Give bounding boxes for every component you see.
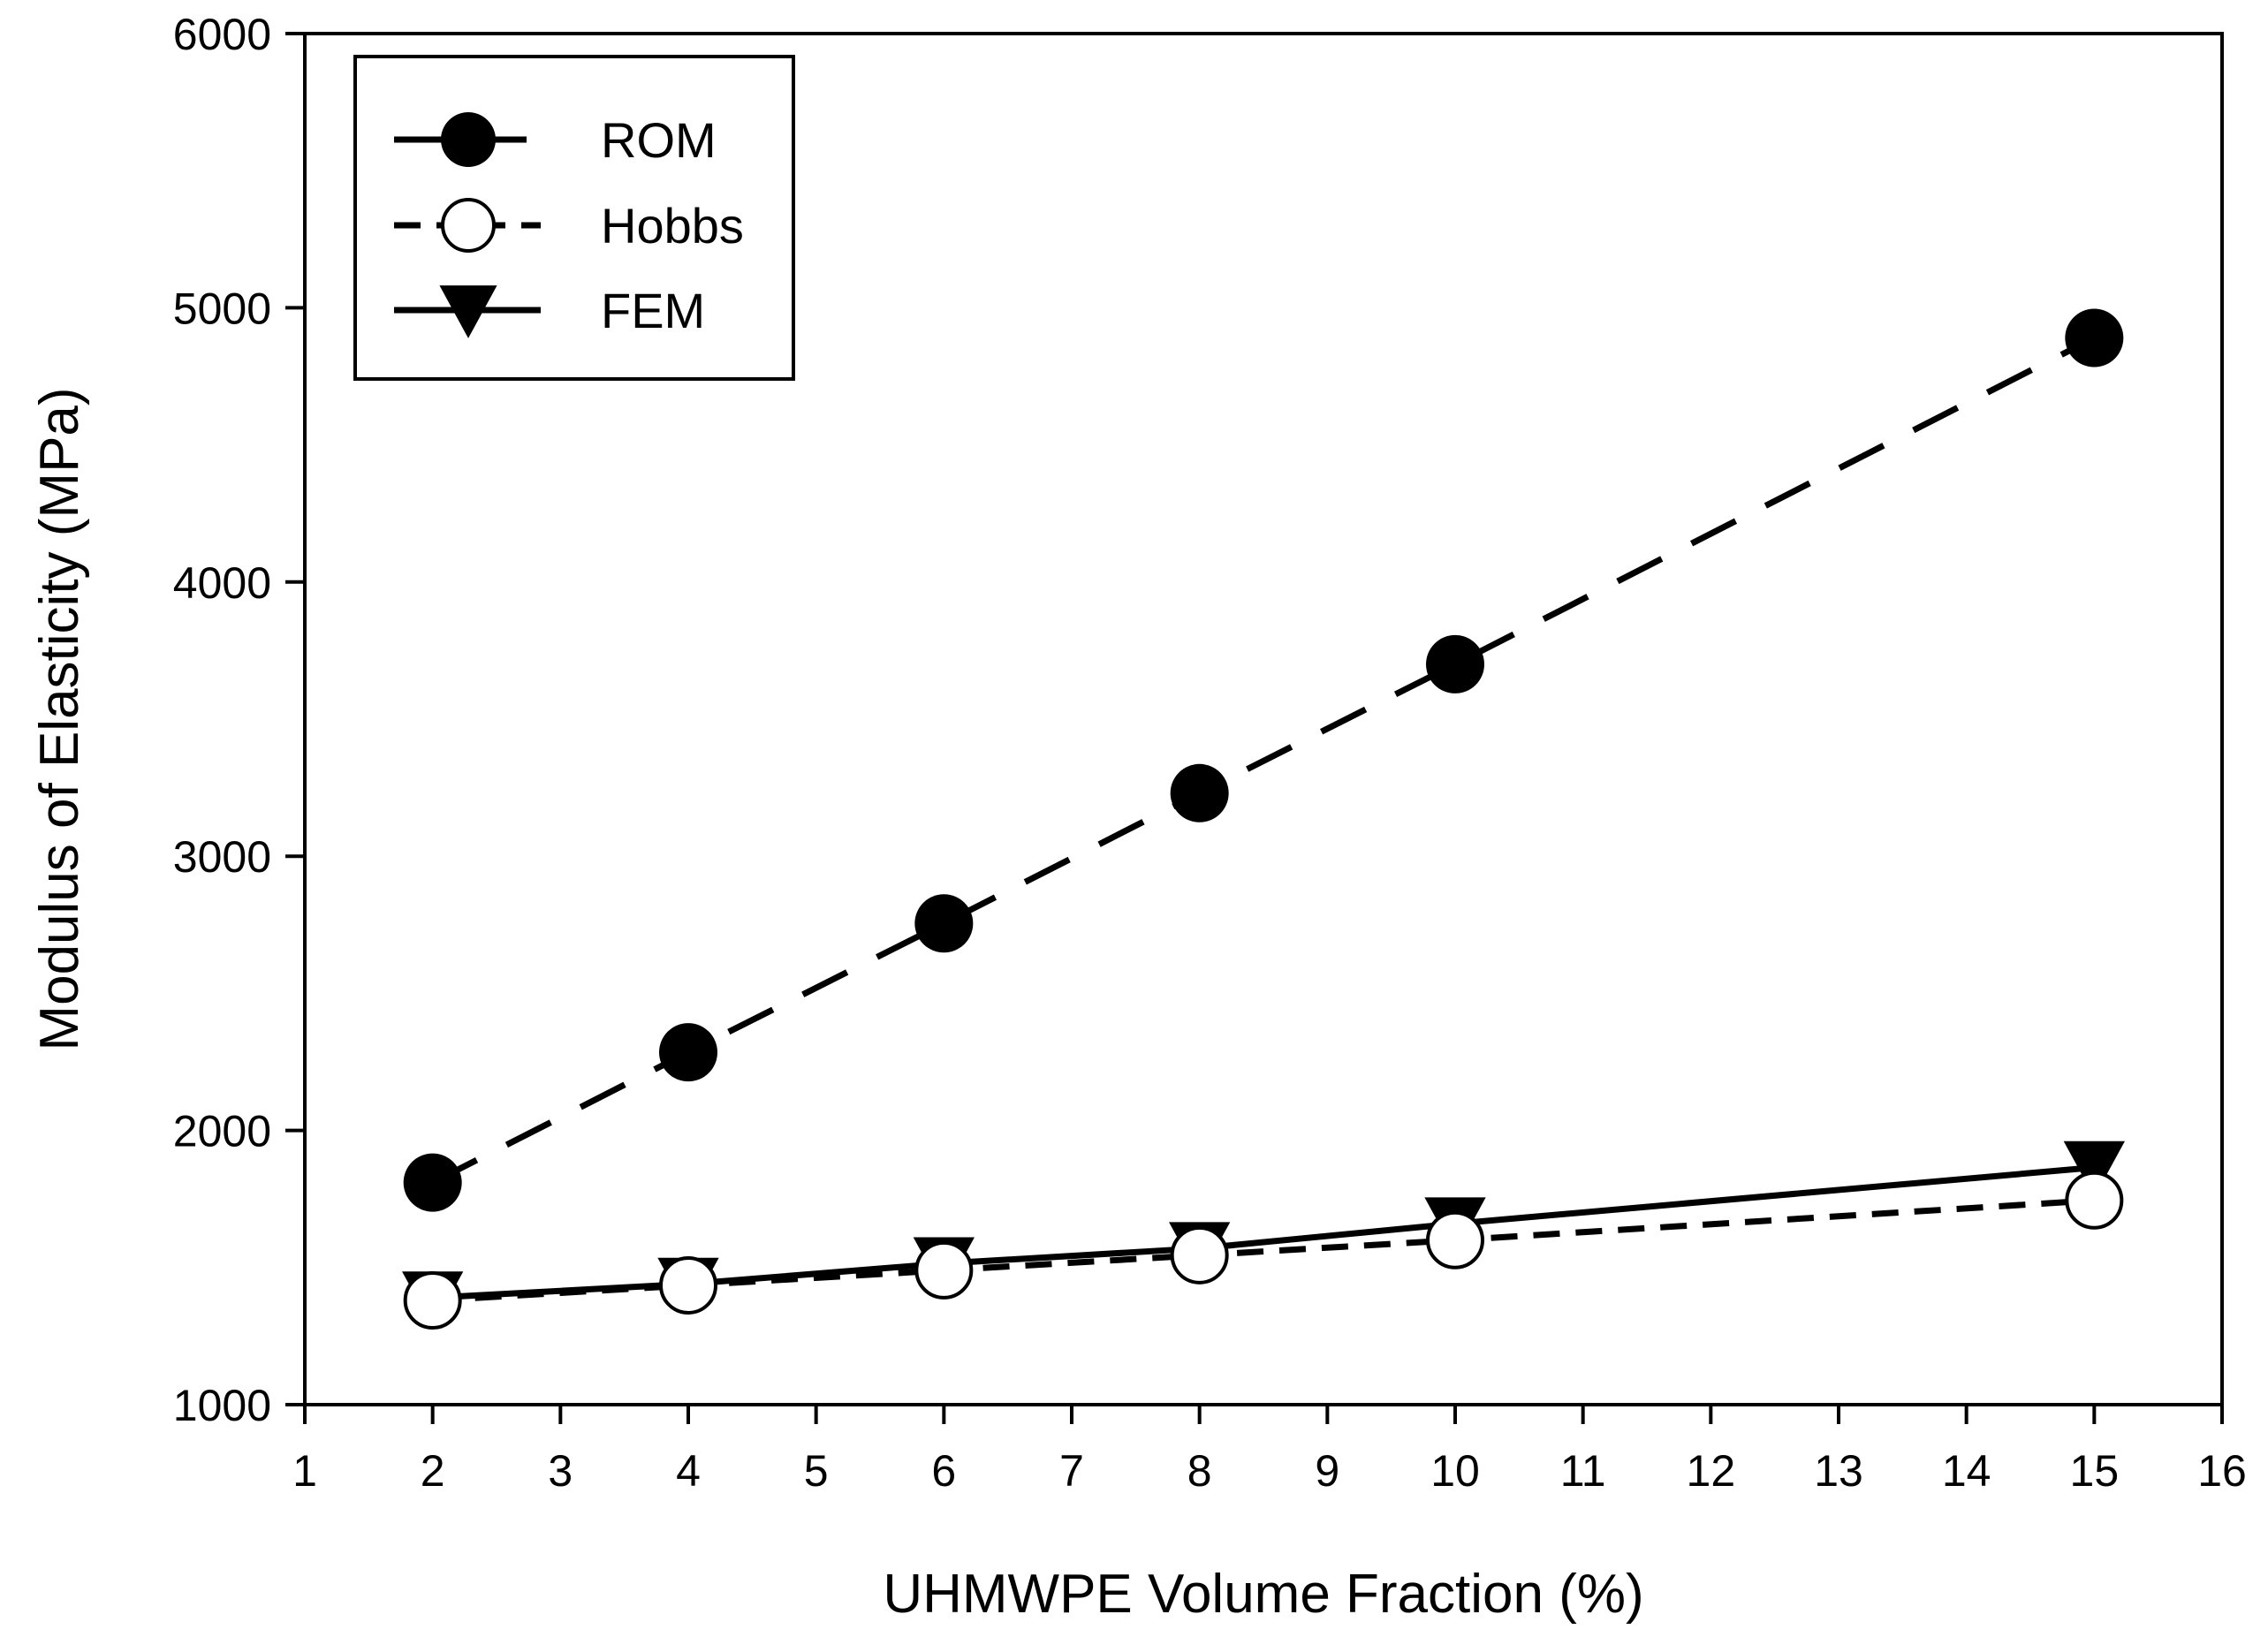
data-point-rom (914, 894, 974, 953)
y-tick-label: 4000 (173, 558, 271, 608)
legend-marker-hobbs (441, 198, 496, 253)
data-point-hobbs (1170, 1225, 1229, 1285)
x-tick-label: 10 (1430, 1446, 1480, 1496)
x-tick-label: 8 (1187, 1446, 1212, 1496)
x-tick-label: 14 (1942, 1446, 1991, 1496)
series-line-hobbs (432, 1197, 2095, 1304)
y-axis: 1000 2000 3000 4000 5000 6000 (173, 10, 305, 1430)
x-tick-label: 16 (2197, 1446, 2247, 1496)
x-tick-label: 11 (1560, 1446, 1606, 1496)
legend: ROM Hobbs FEM (353, 55, 795, 381)
x-tick-label: 7 (1059, 1446, 1084, 1496)
x-tick-label: 15 (2070, 1446, 2120, 1496)
data-point-hobbs (659, 1255, 717, 1315)
x-tick-label: 2 (421, 1446, 445, 1496)
legend-box (353, 55, 795, 381)
data-point-rom (659, 1023, 717, 1082)
data-point-fem (2063, 1141, 2125, 1198)
y-tick-label: 6000 (173, 10, 271, 59)
y-tick-label: 3000 (173, 832, 271, 882)
legend-label-fem: FEM (601, 283, 705, 338)
legend-marker-fem (439, 285, 497, 338)
x-tick-label: 4 (676, 1446, 701, 1496)
data-point-hobbs (914, 1240, 974, 1300)
plot-frame (303, 32, 2224, 1406)
x-tick-label: 6 (931, 1446, 956, 1496)
series-layer (402, 308, 2125, 1330)
x-tick-label: 3 (548, 1446, 573, 1496)
x-tick-label: 12 (1687, 1446, 1736, 1496)
legend-label-rom: ROM (601, 112, 717, 168)
y-tick-label: 1000 (173, 1381, 271, 1430)
data-point-rom (403, 1153, 462, 1212)
series-line-rom (431, 335, 2096, 1186)
data-point-rom (2065, 308, 2124, 368)
data-point-rom (1426, 634, 1484, 693)
data-point-hobbs (403, 1271, 462, 1330)
legend-marker-rom (441, 112, 496, 167)
y-tick-label: 5000 (173, 284, 271, 333)
x-axis-title: UHMWPE Volume Fraction (%) (883, 1564, 1643, 1625)
y-axis-title: Modulus of Elasticity (MPa) (29, 387, 90, 1050)
x-tick-label: 1 (292, 1446, 317, 1496)
x-tick-label: 5 (804, 1446, 829, 1496)
x-tick-label: 13 (1814, 1446, 1863, 1496)
data-point-hobbs (1426, 1210, 1484, 1269)
x-tick-label: 9 (1315, 1446, 1339, 1496)
y-tick-label: 2000 (173, 1107, 271, 1156)
data-point-rom (1170, 763, 1229, 822)
data-point-hobbs (2065, 1171, 2124, 1230)
x-axis: 1 2 3 4 5 6 7 8 9 10 11 12 13 14 15 16 (292, 1405, 2247, 1496)
legend-label-hobbs: Hobbs (601, 198, 744, 254)
